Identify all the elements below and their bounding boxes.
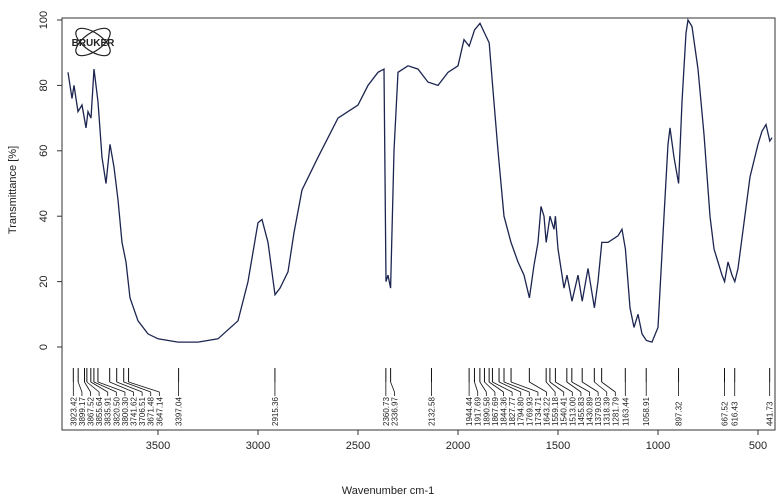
peak-connector bbox=[479, 381, 487, 393]
peak-label: 1430.89 bbox=[586, 397, 595, 426]
peak-label: 441.73 bbox=[766, 401, 775, 426]
peak-connector bbox=[84, 381, 91, 393]
y-tick-label: 60 bbox=[38, 145, 50, 157]
peak-label: 1058.91 bbox=[642, 397, 651, 426]
peak-label: 2336.97 bbox=[390, 397, 399, 426]
peak-label: 2360.73 bbox=[382, 397, 391, 426]
peak-label: 3835.91 bbox=[104, 397, 113, 426]
peak-connector bbox=[77, 381, 83, 393]
peak-connector bbox=[492, 381, 513, 393]
peak-label: 1867.69 bbox=[491, 397, 500, 426]
x-tick-label: 2500 bbox=[346, 440, 370, 452]
logo-text: BRUKER bbox=[72, 38, 116, 49]
peak-label: 1281.79 bbox=[611, 397, 620, 426]
peak-label: 667.52 bbox=[720, 401, 729, 426]
peak-label: 3899.17 bbox=[78, 397, 87, 426]
peak-connector bbox=[488, 381, 504, 393]
peak-label: 1794.80 bbox=[517, 397, 526, 426]
peak-connector bbox=[529, 381, 547, 393]
peak-label: 1455.83 bbox=[577, 397, 586, 426]
peak-connector bbox=[93, 381, 117, 393]
peak-connector bbox=[498, 381, 521, 393]
peak-label: 1827.77 bbox=[508, 397, 517, 426]
peak-label: 2915.36 bbox=[271, 397, 280, 426]
logo: BRUKER bbox=[72, 27, 116, 57]
y-tick-label: 20 bbox=[38, 275, 50, 287]
y-tick-label: 80 bbox=[38, 79, 50, 91]
peak-connector bbox=[90, 381, 108, 393]
peak-label: 1559.18 bbox=[551, 397, 560, 426]
x-tick-label: 3500 bbox=[146, 440, 170, 452]
peak-label: 3706.51 bbox=[138, 397, 147, 426]
peak-connector bbox=[549, 381, 564, 393]
x-tick-label: 2000 bbox=[446, 440, 470, 452]
peak-label: 1163.44 bbox=[621, 397, 630, 426]
peak-label: 3800.30 bbox=[121, 397, 130, 426]
peak-connector bbox=[86, 381, 100, 393]
peak-label: 1917.69 bbox=[474, 397, 483, 426]
peak-connector bbox=[503, 381, 530, 393]
peak-label: 1540.41 bbox=[560, 397, 569, 426]
peak-connector bbox=[484, 381, 496, 393]
peak-connector bbox=[109, 381, 134, 393]
peak-connector bbox=[581, 381, 599, 393]
peak-connector bbox=[545, 381, 556, 393]
x-tick-label: 1500 bbox=[546, 440, 570, 452]
peak-label: 3855.64 bbox=[95, 397, 104, 426]
y-tick-label: 100 bbox=[38, 11, 50, 29]
peak-label: 897.32 bbox=[675, 401, 684, 426]
peak-label: 1890.58 bbox=[482, 397, 491, 426]
x-axis-label: Wavenumber cm-1 bbox=[342, 485, 435, 497]
peak-label: 1844.36 bbox=[500, 397, 509, 426]
peak-connector bbox=[571, 381, 590, 393]
peak-connector bbox=[510, 381, 539, 393]
peak-label: 3867.52 bbox=[87, 397, 96, 426]
x-tick-label: 3000 bbox=[246, 440, 270, 452]
x-tick-label: 1000 bbox=[646, 440, 670, 452]
peak-label: 616.43 bbox=[731, 401, 740, 426]
peak-connector bbox=[97, 381, 126, 393]
peak-label: 3397.04 bbox=[175, 397, 184, 426]
peak-connector bbox=[601, 381, 616, 393]
x-tick-label: 500 bbox=[749, 440, 767, 452]
peak-connector bbox=[123, 381, 151, 393]
peak-connector bbox=[566, 381, 582, 393]
peak-label: 2132.58 bbox=[427, 397, 436, 426]
y-axis-label: Transmittance [%] bbox=[7, 146, 19, 234]
peak-label: 3820.50 bbox=[112, 397, 121, 426]
peak-label: 1643.22 bbox=[543, 397, 552, 426]
peak-connector bbox=[474, 381, 479, 393]
peak-label: 1318.39 bbox=[603, 397, 612, 426]
peak-label: 1379.03 bbox=[594, 397, 603, 426]
peak-label: 3647.14 bbox=[155, 397, 164, 426]
y-tick-label: 0 bbox=[38, 344, 50, 350]
y-tick-label: 40 bbox=[38, 210, 50, 222]
peak-label: 3671.48 bbox=[147, 397, 156, 426]
peak-label: 3923.42 bbox=[69, 397, 78, 426]
peak-label: 1769.93 bbox=[525, 397, 534, 426]
peak-connector bbox=[128, 381, 160, 393]
plot-frame bbox=[61, 17, 776, 431]
spectrum-line bbox=[67, 18, 773, 343]
peak-label: 1944.44 bbox=[465, 397, 474, 426]
peak-label: 1734.71 bbox=[534, 397, 543, 426]
peak-connector bbox=[555, 381, 573, 393]
peak-label: 3741.62 bbox=[130, 397, 139, 426]
peak-connector bbox=[390, 381, 395, 393]
peak-connector bbox=[116, 381, 143, 393]
peak-connector bbox=[594, 381, 607, 393]
peak-label: 1513.00 bbox=[568, 397, 577, 426]
